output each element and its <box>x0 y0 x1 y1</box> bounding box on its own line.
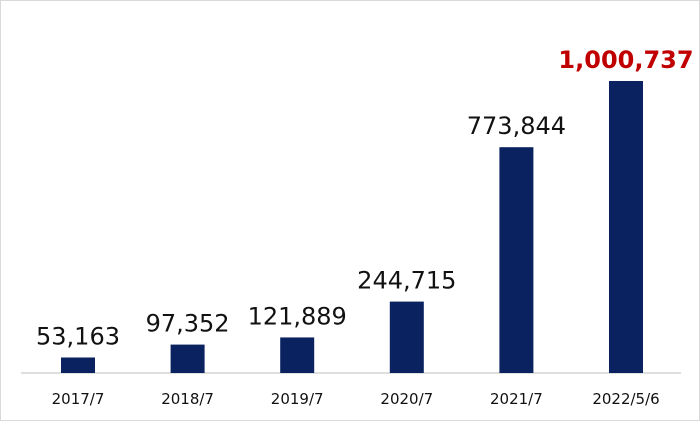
x-tick-label: 2017/7 <box>52 390 105 408</box>
bar-2019/7 <box>280 337 315 373</box>
data-label-2022/5/6: 1,000,737 <box>558 46 693 74</box>
data-label-2021/7: 773,844 <box>467 112 566 140</box>
data-label-2019/7: 121,889 <box>248 302 347 330</box>
bar-2018/7 <box>170 344 205 373</box>
x-tick-label: 2019/7 <box>271 390 324 408</box>
x-tick-label: 2020/7 <box>380 390 433 408</box>
bar-2022/5/6 <box>609 81 643 373</box>
x-tick-label: 2018/7 <box>161 390 214 408</box>
data-label-2020/7: 244,715 <box>357 267 456 295</box>
bar-2017/7 <box>61 357 95 373</box>
data-label-2017/7: 53,163 <box>36 322 120 350</box>
bar-2020/7 <box>389 301 424 373</box>
x-tick-label: 2021/7 <box>490 390 543 408</box>
x-tick-label: 2022/5/6 <box>592 390 659 408</box>
bar-2021/7 <box>499 147 534 373</box>
data-label-2018/7: 97,352 <box>146 310 230 338</box>
